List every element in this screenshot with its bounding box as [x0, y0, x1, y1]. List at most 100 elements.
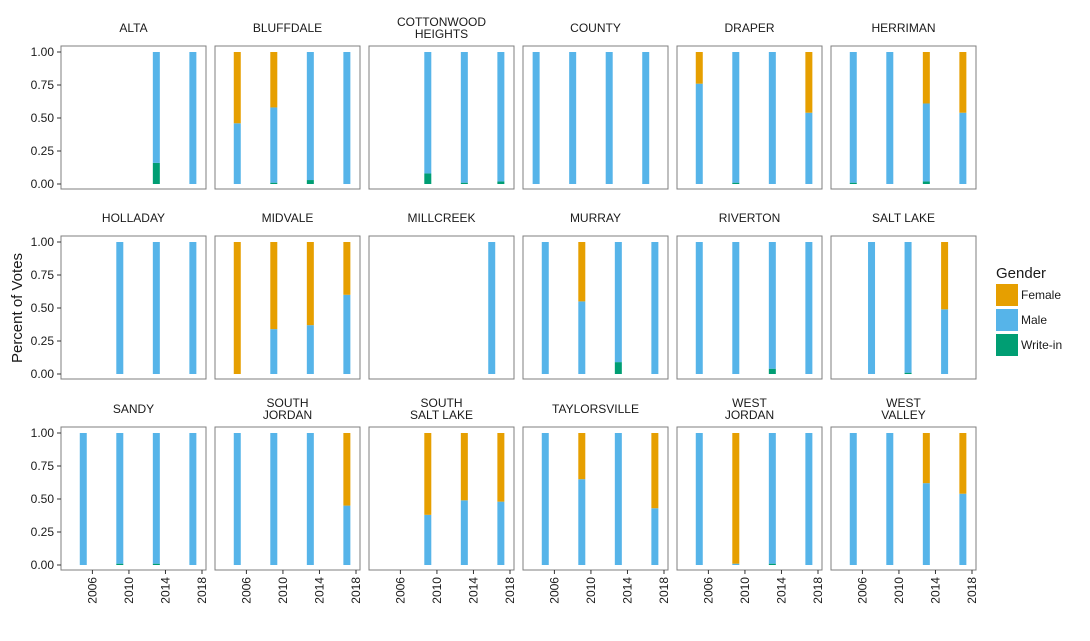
bar-segment-male [233, 123, 241, 184]
bar-segment-male [152, 433, 160, 564]
bar-segment-writein [904, 372, 912, 374]
bar-segment-male [343, 294, 351, 374]
y-tick-label: 0.50 [31, 301, 55, 315]
bar-segment-male [116, 242, 124, 374]
bar-segment-female [270, 242, 278, 330]
bar-segment-female [959, 52, 967, 113]
y-tick-label: 0.25 [31, 525, 55, 539]
bar-segment-male [605, 52, 613, 184]
bar-segment-female [497, 433, 505, 502]
x-tick-label: 2010 [892, 577, 906, 604]
panel-border [60, 235, 207, 380]
bar-segment-male [152, 52, 160, 163]
bar-segment-male [651, 242, 659, 374]
panel-border [830, 426, 977, 571]
bar-segment-male [541, 433, 549, 565]
facet-title: SANDY [113, 402, 154, 416]
panel-border [60, 45, 207, 190]
y-tick-label: 0.25 [31, 334, 55, 348]
legend-swatch-female [996, 284, 1018, 306]
x-tick-label: 2010 [584, 577, 598, 604]
panel-border [522, 426, 669, 571]
bar-segment-female [922, 433, 930, 484]
y-tick-label: 0.00 [31, 367, 55, 381]
bar-segment-male [768, 242, 776, 369]
bar-segment-male [532, 52, 540, 184]
bar-segment-writein [270, 182, 278, 184]
bar-segment-writein [922, 181, 930, 184]
bar-segment-male [270, 107, 278, 183]
x-tick-label: 2006 [547, 577, 561, 604]
x-tick-label: 2010 [738, 577, 752, 604]
x-tick-label: 2018 [503, 577, 517, 604]
bar-segment-male [343, 505, 351, 565]
y-tick-label: 0.75 [31, 78, 55, 92]
y-tick-label: 1.00 [31, 235, 55, 249]
bar-segment-male [805, 433, 813, 565]
bar-segment-female [651, 433, 659, 509]
facet-title: JORDAN [263, 408, 312, 422]
x-tick-label: 2014 [312, 577, 326, 604]
bar-segment-male [152, 242, 160, 374]
y-tick-label: 1.00 [31, 45, 55, 59]
bar-segment-female [959, 433, 967, 494]
bar-segment-male [849, 433, 857, 565]
bar-segment-writein [152, 162, 160, 184]
x-tick-label: 2018 [195, 577, 209, 604]
panel-border [214, 45, 361, 190]
bar-segment-female [233, 242, 241, 374]
panel-border [830, 45, 977, 190]
bar-segment-male [424, 514, 432, 565]
bar-segment-male [306, 52, 314, 181]
facet-title: TAYLORSVILLE [552, 402, 639, 416]
bar-segment-male [868, 242, 876, 374]
panel-border [368, 45, 515, 190]
facet-title: ALTA [119, 21, 147, 35]
bar-segment-male [488, 242, 496, 374]
bar-segment-writein [306, 180, 314, 184]
bar-segment-male [116, 433, 124, 564]
bar-segment-male [732, 52, 740, 183]
bar-segment-female [805, 52, 813, 113]
y-tick-label: 0.75 [31, 268, 55, 282]
facet-title: SALT LAKE [872, 211, 935, 225]
bar-segment-male [306, 325, 314, 374]
bar-segment-male [614, 242, 622, 363]
bar-segment-male [189, 242, 197, 374]
bar-segment-female [460, 433, 468, 501]
bar-segment-female [922, 52, 930, 104]
bar-segment-female [233, 52, 241, 124]
bar-segment-male [886, 433, 894, 565]
bar-segment-female [732, 433, 740, 564]
bar-segment-male [904, 242, 912, 373]
y-tick-label: 0.50 [31, 111, 55, 125]
panel-border [368, 426, 515, 571]
bar-segment-male [959, 493, 967, 565]
bar-segment-male [569, 52, 577, 184]
x-tick-label: 2014 [774, 577, 788, 604]
x-tick-label: 2014 [466, 577, 480, 604]
panel-border [214, 426, 361, 571]
facet-title: COTTONWOOD [397, 15, 486, 29]
bar-segment-male [941, 309, 949, 374]
bar-segment-male [424, 52, 432, 174]
x-tick-label: 2010 [276, 577, 290, 604]
bar-segment-male [497, 501, 505, 565]
facet-title: HOLLADAY [102, 211, 165, 225]
bar-segment-writein [849, 182, 857, 184]
facet-title: HERRIMAN [871, 21, 935, 35]
x-tick-label: 2006 [701, 577, 715, 604]
bar-segment-writein [116, 563, 124, 565]
x-tick-label: 2018 [349, 577, 363, 604]
facet-title: WEST [886, 396, 921, 410]
bar-segment-male [306, 433, 314, 565]
x-tick-label: 2006 [85, 577, 99, 604]
bar-segment-female [424, 433, 432, 515]
bar-segment-male [695, 83, 703, 184]
facet-title: SALT LAKE [410, 408, 473, 422]
legend-swatch-writein [996, 334, 1018, 356]
bar-segment-female [343, 433, 351, 506]
y-tick-label: 0.25 [31, 144, 55, 158]
bar-segment-male [460, 52, 468, 183]
